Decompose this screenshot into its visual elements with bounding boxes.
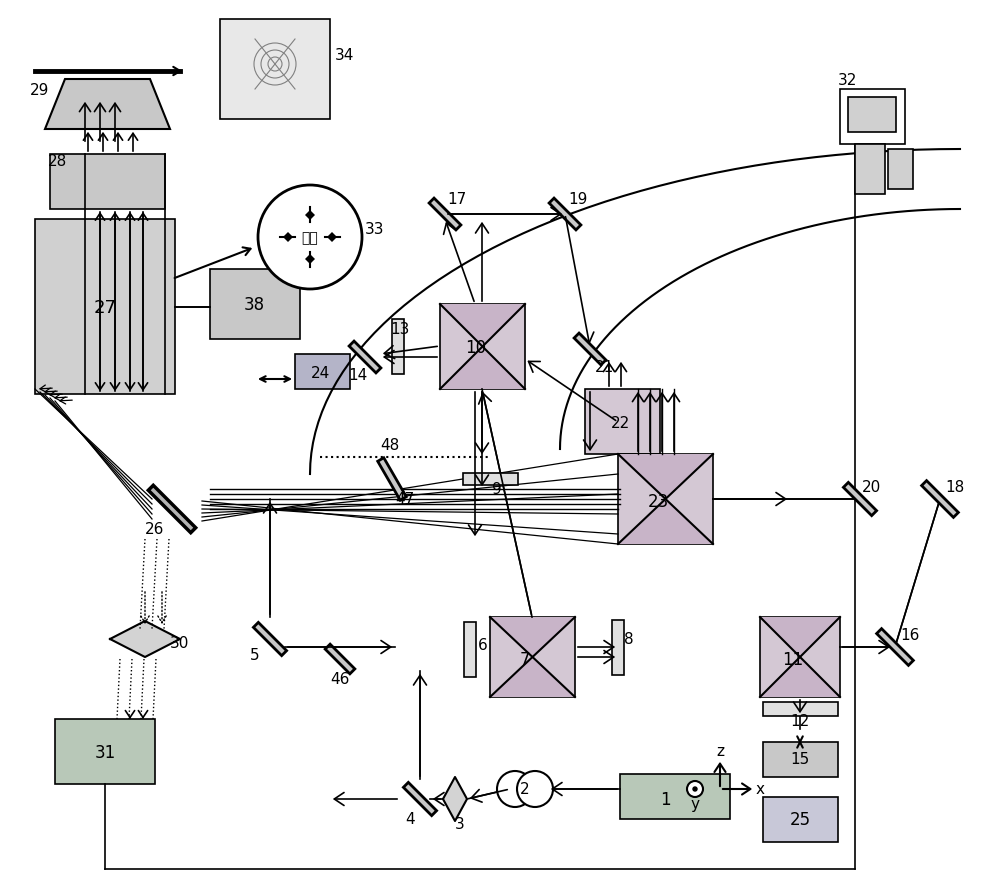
Text: 入瞳: 入瞳 (302, 231, 318, 245)
Polygon shape (327, 233, 337, 242)
Polygon shape (574, 334, 606, 365)
Text: 10: 10 (465, 339, 487, 356)
Polygon shape (490, 658, 575, 697)
FancyBboxPatch shape (848, 97, 896, 133)
Polygon shape (760, 617, 840, 658)
Text: 12: 12 (790, 714, 810, 729)
Polygon shape (429, 198, 461, 231)
Text: 5: 5 (250, 647, 260, 662)
FancyBboxPatch shape (760, 617, 840, 697)
Polygon shape (403, 782, 437, 816)
FancyBboxPatch shape (888, 150, 913, 190)
Text: 11: 11 (782, 651, 804, 668)
Polygon shape (349, 342, 381, 373)
FancyBboxPatch shape (840, 90, 905, 145)
Polygon shape (45, 80, 170, 130)
Text: 21: 21 (595, 360, 614, 375)
Bar (464, 622, 476, 677)
Text: 25: 25 (789, 810, 811, 828)
Bar (763, 742, 838, 777)
Text: 34: 34 (335, 47, 354, 62)
Polygon shape (253, 623, 287, 656)
FancyBboxPatch shape (295, 355, 350, 390)
Text: 32: 32 (838, 72, 857, 88)
Text: 17: 17 (447, 192, 466, 207)
Text: 29: 29 (30, 83, 49, 97)
FancyBboxPatch shape (490, 617, 575, 697)
Polygon shape (443, 777, 467, 821)
Text: 8: 8 (624, 632, 634, 647)
Text: 24: 24 (310, 365, 330, 380)
Text: 38: 38 (243, 296, 265, 313)
Text: 48: 48 (380, 438, 400, 453)
Text: 19: 19 (568, 192, 587, 207)
Text: 7: 7 (520, 651, 530, 668)
Text: x: x (756, 781, 765, 796)
FancyBboxPatch shape (440, 305, 525, 390)
Polygon shape (378, 458, 406, 500)
Polygon shape (760, 658, 840, 697)
Text: 30: 30 (170, 635, 189, 650)
Text: 46: 46 (330, 672, 349, 687)
Polygon shape (490, 617, 575, 658)
Text: 6: 6 (478, 637, 488, 651)
Bar (763, 702, 838, 716)
Text: 28: 28 (48, 155, 67, 169)
Polygon shape (843, 483, 877, 516)
Circle shape (693, 787, 697, 791)
Text: 27: 27 (94, 299, 117, 317)
Text: 14: 14 (348, 367, 367, 382)
Polygon shape (877, 629, 913, 666)
FancyBboxPatch shape (855, 145, 885, 195)
FancyBboxPatch shape (55, 719, 155, 784)
Circle shape (517, 771, 553, 807)
Text: 16: 16 (900, 627, 919, 642)
FancyBboxPatch shape (35, 220, 175, 394)
Text: 13: 13 (390, 322, 410, 337)
Text: 31: 31 (94, 743, 116, 761)
FancyBboxPatch shape (620, 774, 730, 819)
Text: y: y (690, 796, 700, 811)
Polygon shape (110, 622, 180, 658)
Bar (763, 796, 838, 841)
FancyBboxPatch shape (585, 390, 660, 455)
Bar (612, 620, 624, 674)
Text: 26: 26 (145, 522, 164, 536)
Text: 4: 4 (405, 811, 415, 826)
Text: 23: 23 (647, 493, 669, 510)
FancyBboxPatch shape (220, 20, 330, 120)
Text: 18: 18 (945, 480, 964, 495)
Polygon shape (618, 455, 713, 500)
Polygon shape (618, 500, 713, 544)
Circle shape (497, 771, 533, 807)
Polygon shape (922, 481, 958, 518)
Bar (463, 473, 518, 486)
Text: 47: 47 (395, 492, 414, 507)
Text: 22: 22 (610, 415, 630, 430)
Polygon shape (305, 255, 315, 264)
Polygon shape (440, 347, 525, 390)
Circle shape (687, 781, 703, 797)
Polygon shape (283, 233, 293, 242)
Text: 20: 20 (862, 479, 881, 494)
Text: z: z (716, 744, 724, 759)
FancyBboxPatch shape (618, 455, 713, 544)
Text: 15: 15 (790, 752, 810, 766)
Polygon shape (549, 198, 581, 231)
Bar (392, 319, 404, 374)
Text: 1: 1 (660, 790, 670, 808)
Text: 33: 33 (365, 222, 385, 237)
Polygon shape (440, 305, 525, 347)
Text: 2: 2 (520, 781, 530, 796)
Polygon shape (148, 486, 196, 533)
FancyBboxPatch shape (210, 270, 300, 340)
Text: 3: 3 (455, 817, 465, 831)
FancyBboxPatch shape (50, 155, 165, 210)
Text: 9: 9 (492, 482, 502, 497)
Circle shape (258, 186, 362, 290)
Polygon shape (305, 211, 315, 220)
Polygon shape (325, 644, 355, 674)
